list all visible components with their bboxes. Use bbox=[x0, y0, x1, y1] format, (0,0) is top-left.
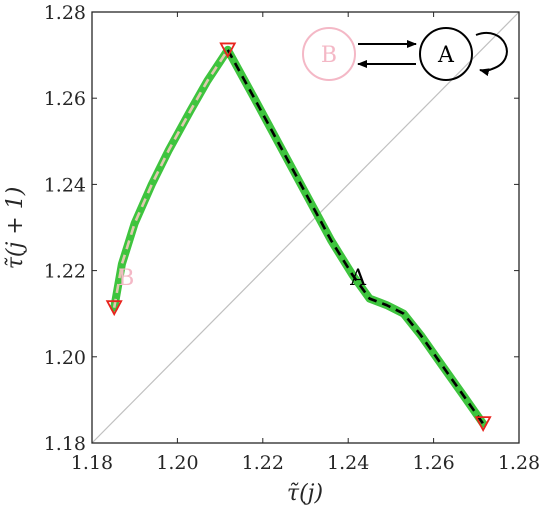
series-label-a: A bbox=[349, 266, 367, 291]
inset-node-a-label: A bbox=[437, 43, 455, 68]
x-tick-label: 1.28 bbox=[498, 452, 540, 474]
tick-labels-layer: 1.18 1.20 1.22 1.24 1.26 1.28 1.18 1.20 1.22 1.24… bbox=[44, 2, 540, 474]
y-tick-label: 1.26 bbox=[44, 88, 86, 110]
x-tick-label: 1.24 bbox=[327, 452, 369, 474]
marker-layer bbox=[105, 42, 492, 433]
plot-frame bbox=[91, 11, 520, 444]
self-loop-a bbox=[475, 32, 508, 77]
x-tick-label: 1.22 bbox=[242, 452, 284, 474]
y-tick-label: 1.22 bbox=[44, 261, 86, 283]
x-axis-title: τ̃(j) bbox=[287, 481, 323, 506]
x-tick-label: 1.18 bbox=[71, 452, 113, 474]
y-tick-label: 1.28 bbox=[44, 2, 86, 24]
ticks-layer bbox=[91, 11, 520, 444]
transition-inset: B A bbox=[302, 27, 508, 81]
inset-node-a bbox=[419, 27, 473, 81]
y-tick-label: 1.18 bbox=[44, 433, 86, 455]
series-a-dashed-overlay bbox=[226, 49, 485, 425]
series-label-b: B bbox=[118, 266, 134, 291]
y-axis-title: τ̃(j + 1) bbox=[3, 187, 28, 270]
inset-node-b bbox=[302, 27, 356, 81]
endpoint-marker bbox=[219, 42, 237, 59]
y-tick-label: 1.24 bbox=[44, 174, 86, 196]
series-b-dashed-overlay bbox=[112, 49, 229, 308]
identity-diagonal bbox=[91, 11, 520, 444]
series-layer bbox=[110, 45, 488, 428]
endpoint-marker bbox=[105, 300, 123, 317]
endpoint-marker bbox=[474, 416, 492, 433]
inset-node-b-label: B bbox=[321, 43, 337, 68]
x-tick-label: 1.20 bbox=[156, 452, 198, 474]
x-tick-label: 1.26 bbox=[412, 452, 454, 474]
y-tick-label: 1.20 bbox=[44, 347, 86, 369]
